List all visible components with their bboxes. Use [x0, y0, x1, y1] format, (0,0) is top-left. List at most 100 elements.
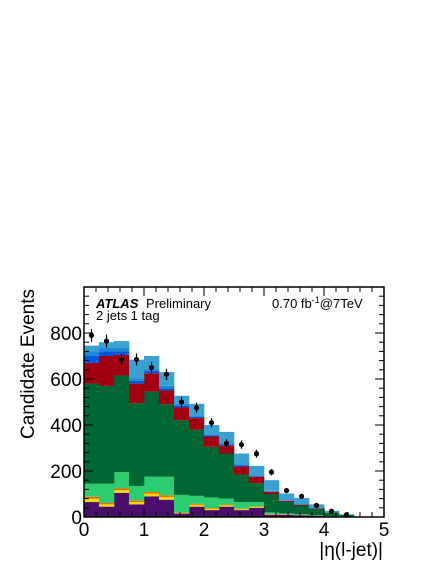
bar-series4-bin9	[219, 453, 235, 499]
bar-series2-bin4	[144, 491, 160, 494]
bar-series6-bin3	[129, 380, 145, 384]
bar-series1-bin7	[189, 504, 205, 507]
bar-series0-bin4	[144, 496, 160, 517]
bar-series6-bin8	[204, 435, 220, 437]
bar-series3-bin4	[144, 476, 160, 492]
data-point	[163, 371, 170, 377]
bar-series1-bin1	[99, 504, 115, 507]
data-point	[118, 356, 125, 363]
bar-series5-bin14	[294, 504, 310, 506]
bar-series6-bin0	[84, 356, 100, 363]
data-point	[298, 493, 305, 499]
bar-series3-bin5	[159, 476, 175, 496]
bar-series2-bin3	[129, 500, 145, 503]
bar-series5-bin4	[144, 373, 160, 392]
bar-series2-bin2	[114, 488, 130, 491]
bar-series4-bin13	[279, 502, 295, 514]
bar-series4-bin15	[309, 508, 325, 516]
y-tick-label: 800	[50, 324, 82, 345]
data-point	[328, 508, 335, 514]
bar-series4-bin11	[249, 483, 265, 503]
bar-series0-bin11	[249, 507, 265, 517]
bar-series3-bin10	[234, 502, 250, 509]
bar-series8-bin8	[204, 425, 220, 435]
lumi-prefix: 0.70 fb	[272, 296, 312, 311]
data-point	[253, 451, 260, 457]
x-tick-label: 0	[79, 520, 90, 541]
bar-series1-bin2	[114, 490, 130, 493]
data-point	[193, 405, 200, 411]
bar-series2-bin8	[204, 508, 220, 509]
bar-series0-bin10	[234, 510, 250, 517]
bar-series5-bin3	[129, 383, 145, 404]
bar-series8-bin11	[249, 465, 265, 476]
bar-series8-bin14	[294, 497, 310, 505]
bar-series5-bin6	[174, 407, 190, 421]
bar-series6-bin5	[159, 388, 175, 391]
bar-series6-bin1	[99, 351, 115, 356]
y-tick-label: 400	[50, 416, 82, 437]
data-point	[178, 399, 185, 405]
bar-series0-bin6	[174, 513, 190, 517]
bar-series4-bin4	[144, 391, 160, 477]
x-tick-label: 3	[259, 520, 270, 541]
bar-series0-bin2	[114, 492, 130, 517]
y-tick-label: 600	[50, 370, 82, 391]
bar-series5-bin11	[249, 476, 265, 484]
luminosity-label: 0.70 fb-1@7TeV	[272, 295, 363, 311]
bar-series6-bin7	[189, 416, 205, 419]
x-tick-label: 2	[199, 520, 210, 541]
data-point	[313, 502, 320, 509]
bar-series2-bin7	[189, 503, 205, 505]
bar-series0-bin7	[189, 506, 205, 517]
bar-series8-bin10	[234, 453, 250, 465]
bar-series1-bin11	[249, 506, 265, 508]
bar-series1-bin9	[219, 505, 235, 507]
plot-frame	[83, 286, 385, 518]
data-point	[88, 332, 95, 338]
bar-series5-bin7	[189, 418, 205, 430]
bar-series4-bin16	[324, 512, 340, 517]
bar-series3-bin9	[219, 498, 235, 505]
bar-series3-bin0	[84, 483, 100, 497]
bar-series3-bin1	[99, 483, 115, 503]
data-point	[238, 441, 245, 448]
bar-series5-bin5	[159, 390, 175, 405]
bar-series0-bin3	[129, 504, 145, 517]
bar-series3-bin7	[189, 495, 205, 504]
bar-series8-bin0	[84, 345, 100, 352]
bar-series2-bin1	[99, 502, 115, 505]
bar-series0-bin9	[219, 506, 235, 517]
bar-series4-bin5	[159, 404, 175, 477]
x-axis-title: |η(l-jet)|	[319, 540, 383, 561]
x-tick-label: 4	[319, 520, 330, 541]
bar-series8-bin2	[114, 341, 130, 348]
atlas-preliminary: Preliminary	[146, 296, 212, 311]
bar-series8-bin9	[219, 431, 235, 444]
bar-series1-bin10	[234, 509, 250, 511]
bar-series3-bin6	[174, 494, 190, 513]
data-point	[148, 364, 155, 371]
bar-series0-bin0	[84, 502, 100, 517]
data-point	[208, 420, 215, 426]
x-tick-label: 5	[379, 520, 390, 541]
bar-series7-bin0	[84, 351, 100, 356]
axis-ticks	[83, 286, 385, 518]
atlas-name: ATLAS	[95, 296, 139, 311]
data-points	[88, 328, 350, 518]
bar-series4-bin3	[129, 403, 145, 486]
bar-series7-bin7	[189, 415, 205, 417]
y-tick-label: 200	[50, 462, 82, 483]
bar-series8-bin13	[279, 493, 295, 501]
data-point	[223, 440, 230, 446]
bar-series0-bin5	[159, 499, 175, 517]
bar-series3-bin12	[264, 512, 280, 515]
bar-series3-bin2	[114, 472, 130, 489]
bar-series4-bin1	[99, 385, 115, 484]
bar-series0-bin13	[279, 514, 295, 517]
lumi-suffix: @7TeV	[320, 296, 363, 311]
bar-series0-bin12	[264, 514, 280, 517]
atlas-label: ATLAS Preliminary	[95, 296, 212, 311]
bar-series0-bin1	[99, 506, 115, 517]
